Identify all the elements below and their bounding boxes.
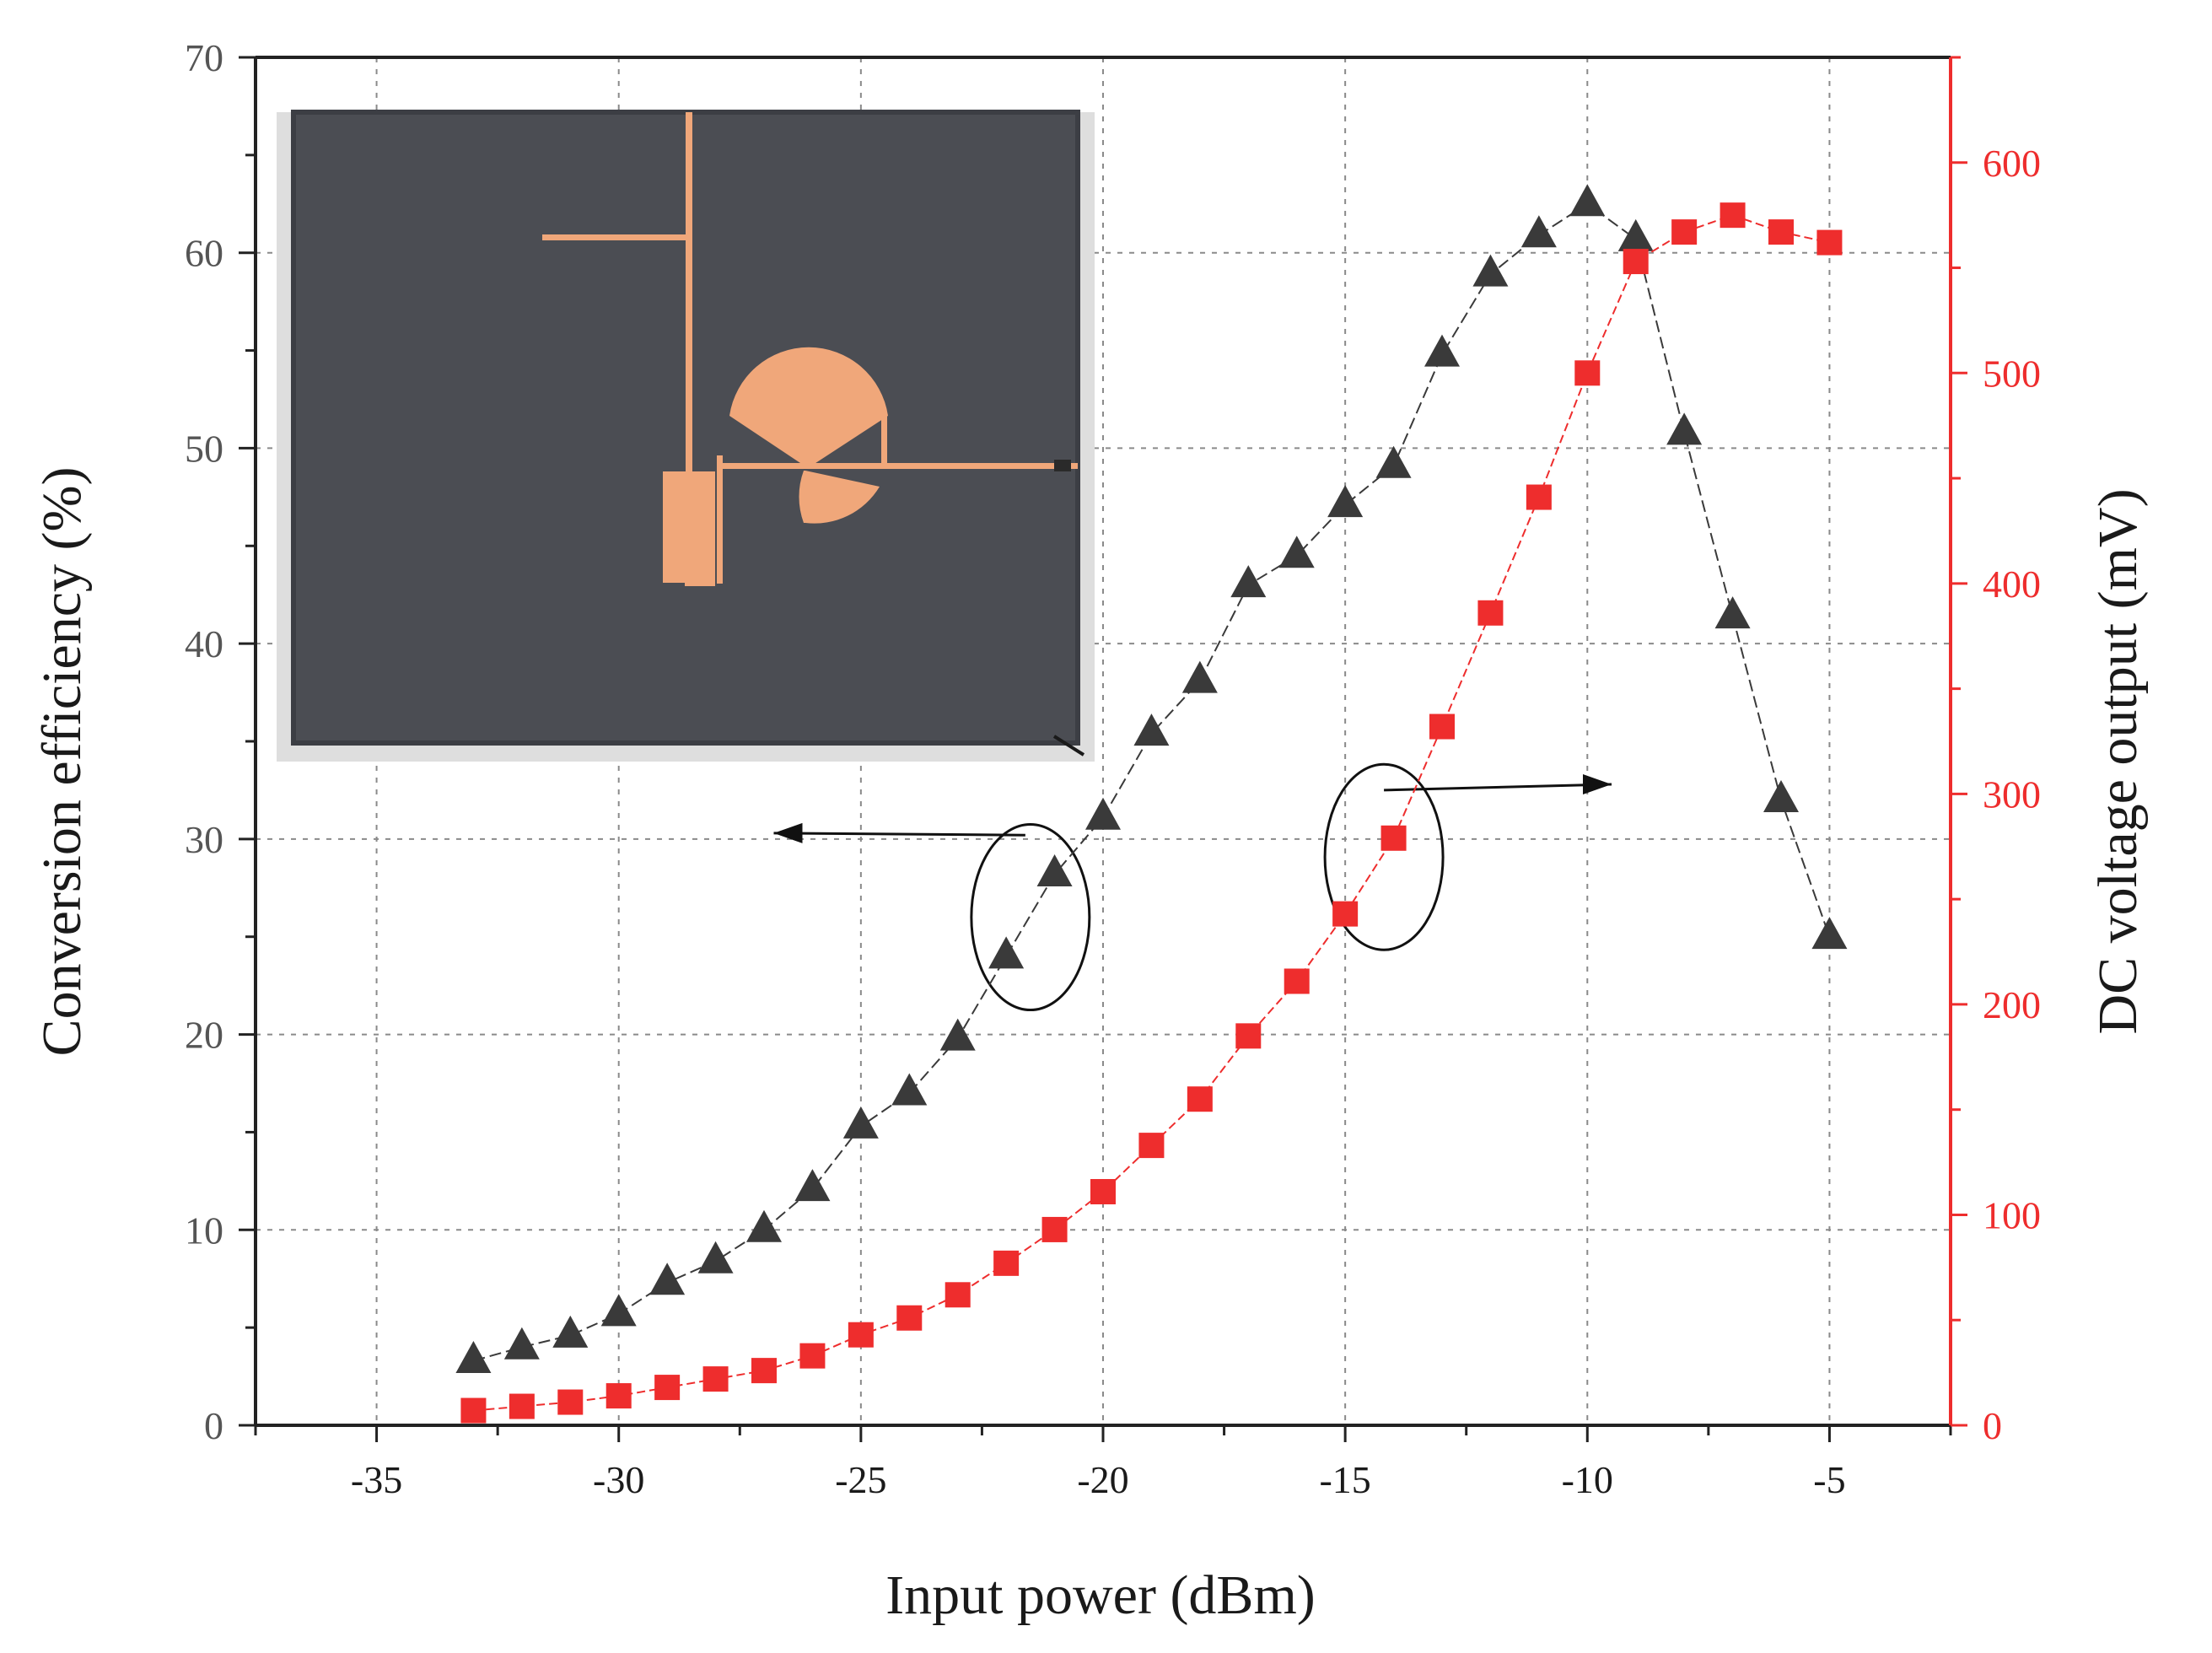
- axes: [239, 56, 1967, 1442]
- y-left-tick-label: 50: [185, 427, 223, 470]
- voltage-point: [460, 1397, 487, 1424]
- efficiency-point: [600, 1294, 637, 1327]
- efficiency-point: [1133, 713, 1170, 746]
- efficiency-point: [697, 1241, 734, 1273]
- x-tick-label: -5: [1813, 1458, 1845, 1501]
- efficiency-point: [1520, 215, 1557, 248]
- voltage-point: [1090, 1179, 1116, 1205]
- efficiency-point: [1375, 445, 1412, 478]
- voltage-point: [1816, 229, 1843, 256]
- y-right-tick-label: 0: [1983, 1404, 2002, 1447]
- data-series: [455, 184, 1848, 1424]
- voltage-point: [1187, 1086, 1213, 1112]
- voltage-point: [945, 1282, 971, 1308]
- voltage-point: [1380, 825, 1407, 851]
- efficiency-point: [891, 1073, 928, 1106]
- annotation-arrow-right: [1384, 783, 1612, 792]
- x-tick-label: -10: [1562, 1458, 1613, 1501]
- voltage-point: [993, 1250, 1020, 1276]
- y-left-tick-label: 70: [185, 36, 223, 79]
- y-left-tick-label: 60: [185, 232, 223, 275]
- voltage-point: [1284, 968, 1310, 994]
- x-tick-label: -25: [835, 1458, 886, 1501]
- voltage-point: [509, 1393, 535, 1419]
- y-left-tick-label: 10: [185, 1209, 223, 1252]
- arrowhead-left: [773, 822, 803, 843]
- x-tick-label: -20: [1077, 1458, 1128, 1501]
- efficiency-point: [1278, 536, 1315, 568]
- voltage-point: [848, 1322, 874, 1348]
- tick-labels: -35 -30 -25 -20 -15 -10 -5 0 10 20 30 40 50 60 70 0 100 2…: [185, 36, 2041, 1501]
- y-right-tick-label: 600: [1983, 142, 2041, 185]
- efficiency-point: [552, 1315, 589, 1348]
- annotations: [773, 762, 1612, 1012]
- efficiency-point: [649, 1263, 686, 1295]
- x-tick-label: -35: [351, 1458, 402, 1501]
- efficiency-point: [1472, 254, 1509, 287]
- efficiency-point: [1085, 797, 1121, 830]
- efficiency-point: [746, 1209, 782, 1242]
- voltage-point: [702, 1366, 729, 1392]
- efficiency-point: [1763, 779, 1799, 812]
- efficiency-point: [1230, 565, 1267, 598]
- voltage-point: [1526, 484, 1552, 510]
- y-left-tick-label: 30: [185, 818, 223, 861]
- voltage-point: [557, 1389, 584, 1415]
- efficiency-point: [455, 1340, 492, 1373]
- y-axis-left-title: Conversion efficiency (%): [31, 467, 93, 1057]
- efficiency-point: [1327, 485, 1364, 518]
- efficiency-point: [842, 1106, 879, 1139]
- y-axis-right-title: DC voltage output (mV): [2087, 488, 2149, 1034]
- y-right-tick-label: 100: [1983, 1193, 2041, 1236]
- annotation-arrow-left: [773, 832, 1025, 837]
- voltage-point: [1235, 1023, 1262, 1049]
- voltage-point: [799, 1343, 826, 1369]
- efficiency-point: [503, 1327, 540, 1360]
- efficiency-point: [1617, 218, 1654, 251]
- y-left-tick-label: 40: [185, 622, 223, 665]
- voltage-point: [1671, 219, 1698, 245]
- efficiency-point: [1666, 412, 1703, 445]
- voltage-point: [1574, 360, 1601, 386]
- x-tick-label: -30: [593, 1458, 644, 1501]
- voltage-point: [1332, 901, 1359, 927]
- voltage-point: [1477, 600, 1504, 626]
- voltage-point: [1429, 713, 1455, 740]
- efficiency-point: [1036, 854, 1073, 887]
- voltage-point: [1041, 1216, 1068, 1242]
- efficiency-point: [939, 1018, 976, 1051]
- inset-photo-circuit-board: [277, 110, 1095, 762]
- efficiency-point: [1811, 917, 1848, 950]
- y-right-tick-label: 400: [1983, 563, 2041, 606]
- voltage-point: [751, 1358, 777, 1384]
- y-right-tick-label: 300: [1983, 773, 2041, 816]
- voltage-point: [1138, 1133, 1165, 1159]
- annotation-ellipse-right: [1323, 762, 1445, 951]
- efficiency-point: [988, 936, 1025, 969]
- voltage-point: [1768, 219, 1794, 245]
- y-right-tick-label: 200: [1983, 983, 2041, 1026]
- x-axis-title: Input power (dBm): [885, 1564, 1316, 1626]
- efficiency-point: [1569, 184, 1606, 217]
- y-left-tick-label: 20: [185, 1014, 223, 1057]
- arrowhead-right: [1583, 773, 1612, 794]
- y-right-tick-label: 500: [1983, 352, 2041, 395]
- voltage-point: [654, 1375, 681, 1401]
- efficiency-point: [1424, 334, 1460, 367]
- efficiency-point: [1181, 660, 1218, 693]
- y-left-tick-label: 0: [204, 1404, 223, 1447]
- voltage-point: [896, 1305, 923, 1331]
- efficiency-point: [794, 1169, 831, 1202]
- voltage-point: [1623, 249, 1649, 275]
- voltage-point: [1720, 202, 1746, 229]
- x-tick-label: -15: [1319, 1458, 1370, 1501]
- voltage-point: [605, 1383, 632, 1409]
- efficiency-point: [1714, 596, 1751, 629]
- annotation-ellipse-left: [970, 823, 1091, 1012]
